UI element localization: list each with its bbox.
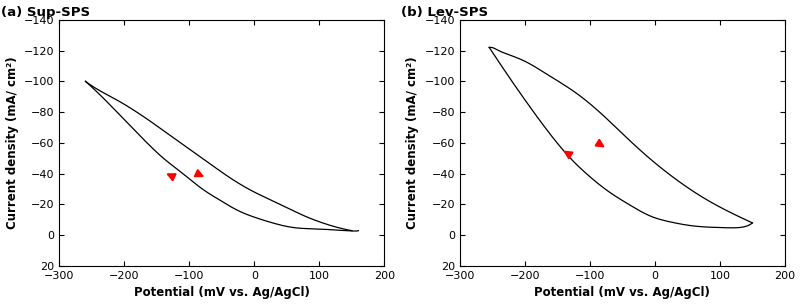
X-axis label: Potential (mV vs. Ag/AgCl): Potential (mV vs. Ag/AgCl): [534, 286, 710, 300]
Y-axis label: Current density (mA/ cm²): Current density (mA/ cm²): [406, 56, 419, 229]
X-axis label: Potential (mV vs. Ag/AgCl): Potential (mV vs. Ag/AgCl): [134, 286, 310, 300]
Y-axis label: Current density (mA/ cm²): Current density (mA/ cm²): [6, 56, 18, 229]
Text: (b) Lev-SPS: (b) Lev-SPS: [401, 5, 489, 19]
Text: (a) Sup-SPS: (a) Sup-SPS: [1, 5, 91, 19]
